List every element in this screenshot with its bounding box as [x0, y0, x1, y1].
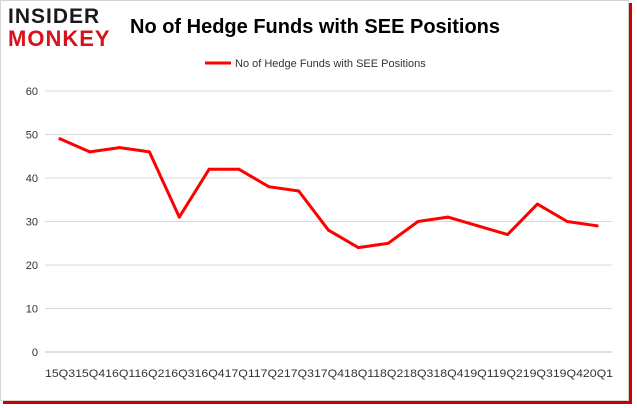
data-point-19Q3	[535, 202, 539, 206]
data-point-19Q4	[565, 220, 569, 223]
logo-text-monkey: MONKEY	[8, 26, 111, 51]
y-tick-label-40: 40	[26, 173, 38, 185]
legend: No of Hedge Funds with SEE Positions	[205, 58, 426, 70]
data-points	[58, 137, 599, 250]
data-point-16Q1	[118, 146, 122, 150]
data-point-18Q2	[386, 241, 390, 245]
chart-title: No of Hedge Funds with SEE Positions	[130, 16, 501, 38]
data-point-15Q4	[88, 150, 92, 154]
y-tick-label-50: 50	[26, 130, 38, 142]
data-point-18Q4	[446, 215, 450, 219]
data-point-16Q3	[177, 215, 181, 219]
x-axis-tick-labels: 15Q315Q416Q116Q216Q316Q417Q117Q217Q317Q4…	[45, 368, 613, 380]
data-point-18Q1	[356, 246, 360, 250]
data-point-19Q2	[506, 233, 510, 237]
logo-text-insider: INSIDER	[8, 5, 101, 28]
insider-monkey-logo: INSIDER MONKEY	[8, 6, 116, 50]
data-point-17Q4	[327, 228, 330, 232]
y-tick-label-0: 0	[32, 347, 38, 359]
data-point-17Q2	[267, 185, 271, 189]
y-tick-label-20: 20	[26, 260, 38, 272]
data-point-19Q1	[476, 224, 480, 228]
y-tick-label-10: 10	[26, 304, 38, 316]
data-point-16Q4	[207, 167, 211, 171]
data-point-17Q1	[237, 167, 241, 171]
legend-label: No of Hedge Funds with SEE Positions	[235, 58, 426, 70]
chart-frame	[0, 0, 629, 401]
grid	[45, 90, 612, 309]
data-point-18Q3	[416, 220, 420, 223]
data-point-16Q2	[147, 150, 151, 154]
data-point-15Q3	[58, 137, 62, 141]
y-tick-label-30: 30	[26, 217, 38, 229]
data-point-17Q3	[297, 189, 301, 193]
data-point-20Q1	[595, 224, 599, 228]
y-axis-ticks: 0 10 20 30 40 50 60	[26, 86, 38, 359]
y-tick-label-60: 60	[26, 86, 38, 98]
